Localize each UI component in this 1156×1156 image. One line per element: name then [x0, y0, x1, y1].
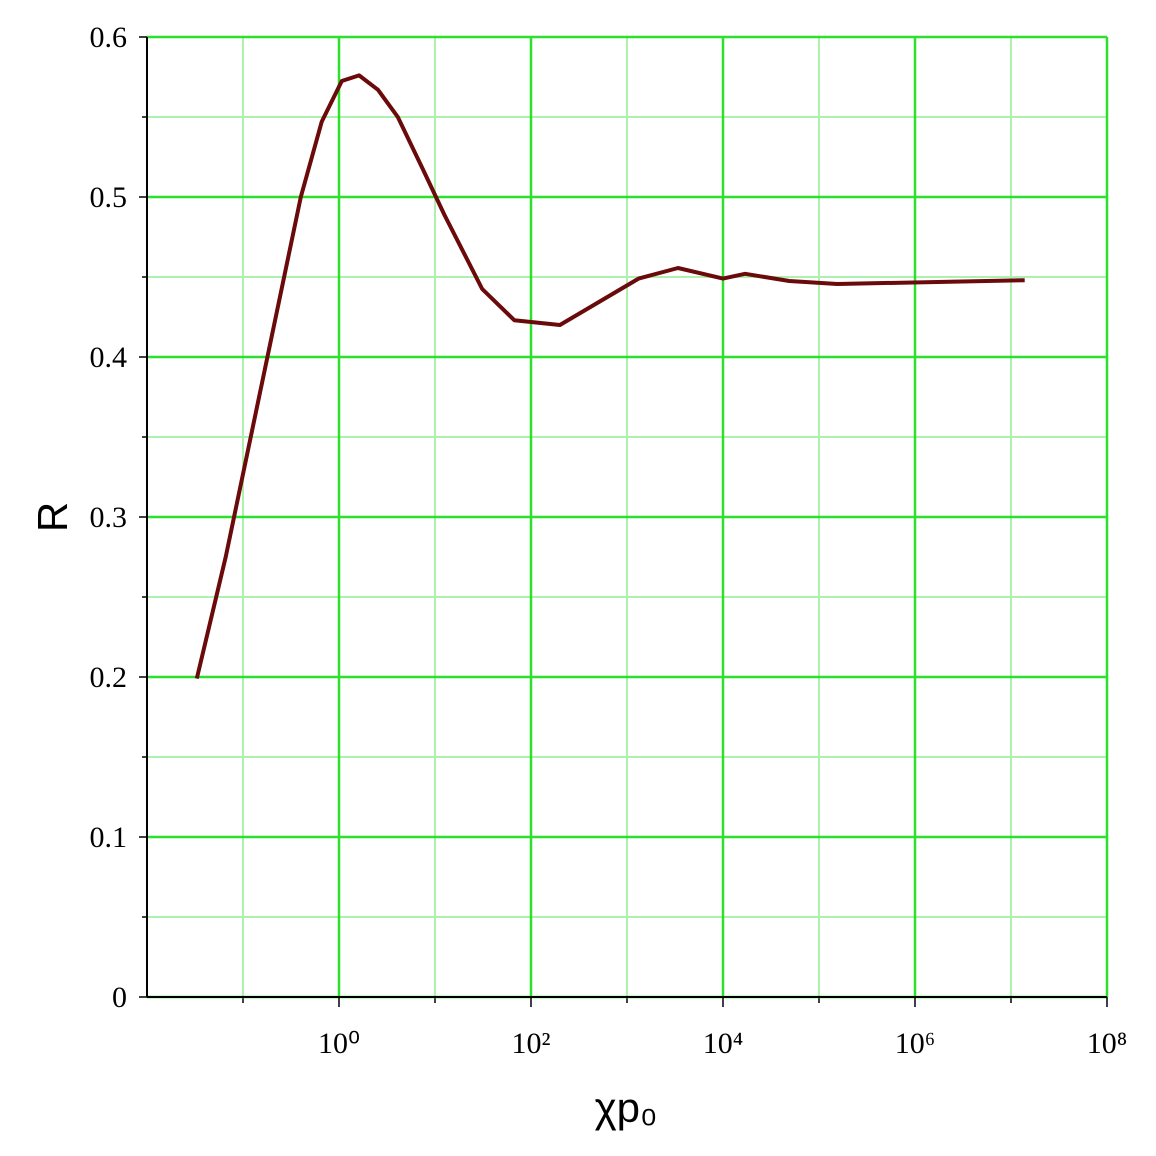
y-tick-label: 0.5 — [90, 181, 128, 214]
x-tick-label: 10⁶ — [895, 1027, 935, 1060]
y-tick-label: 0.3 — [90, 501, 128, 534]
y-tick-label: 0.4 — [90, 341, 128, 374]
y-tick-label: 0.6 — [90, 21, 128, 54]
y-tick-label: 0.1 — [90, 821, 128, 854]
y-tick-label: 0 — [112, 981, 127, 1014]
x-tick-label: 10⁰ — [318, 1027, 360, 1060]
y-axis-label: R — [29, 502, 76, 532]
x-tick-label: 10⁴ — [703, 1027, 743, 1060]
x-axis-label: χp₀ — [595, 1084, 658, 1131]
line — [194, 73, 1025, 680]
x-tick-label: 10⁸ — [1087, 1027, 1127, 1060]
x-tick-label: 10² — [512, 1027, 551, 1060]
y-tick-label: 0.2 — [90, 661, 128, 694]
